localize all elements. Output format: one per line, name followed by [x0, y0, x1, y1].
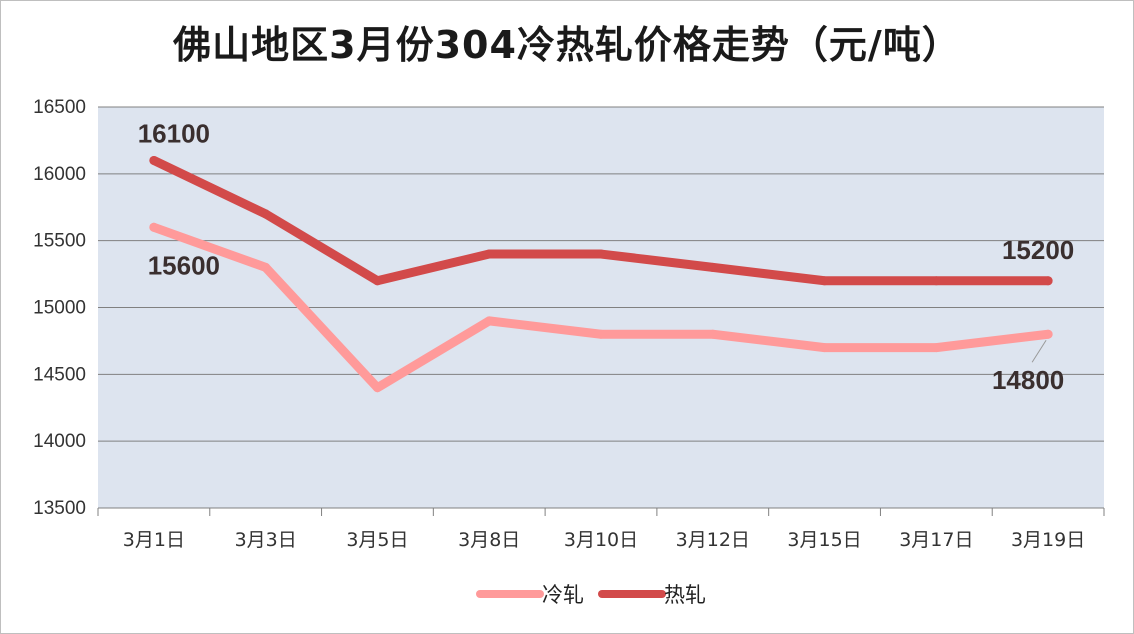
data-point — [484, 316, 494, 326]
data-point — [372, 276, 382, 286]
data-point — [1043, 329, 1053, 339]
data-label: 14800 — [992, 365, 1064, 395]
y-tick-label: 14500 — [33, 364, 86, 385]
data-point — [820, 343, 830, 353]
x-tick-label: 3月8日 — [458, 529, 520, 551]
x-tick-label: 3月5日 — [346, 529, 408, 551]
data-point — [484, 249, 494, 259]
y-tick-label: 15000 — [33, 298, 86, 319]
legend-label: 冷轧 — [542, 583, 584, 607]
legend: 冷轧 热轧 — [476, 583, 706, 607]
x-tick-label: 3月12日 — [676, 529, 750, 551]
x-tick-label: 3月19日 — [1011, 529, 1085, 551]
data-point — [820, 276, 830, 286]
data-point — [931, 343, 941, 353]
data-label: 15600 — [148, 250, 220, 280]
y-tick-label: 15500 — [33, 231, 86, 252]
data-point — [261, 209, 271, 219]
y-tick-label: 16000 — [33, 164, 86, 185]
x-tick-label: 3月10日 — [564, 529, 638, 551]
data-point — [708, 329, 718, 339]
x-tick-label: 3月17日 — [899, 529, 973, 551]
chart-title: 佛山地区3月份304冷热轧价格走势（元/吨） — [173, 23, 961, 67]
series-lines — [149, 155, 1053, 393]
data-point — [1043, 276, 1053, 286]
leader-line — [1031, 339, 1047, 363]
data-labels: 16100 15600 15200 14800 — [138, 118, 1075, 395]
x-tick-label: 3月3日 — [235, 529, 297, 551]
y-axis: 13500 14000 14500 15000 15500 16000 16500 — [33, 97, 86, 519]
data-point — [931, 276, 941, 286]
x-axis: 3月1日 3月3日 3月5日 3月8日 3月10日 3月12日 3月15日 3月17日 3月19… — [97, 507, 1105, 551]
y-tick-label: 16500 — [33, 97, 86, 118]
data-point — [708, 262, 718, 272]
y-tick-label: 14000 — [33, 431, 86, 452]
data-point — [149, 155, 159, 165]
data-point — [596, 329, 606, 339]
data-point — [261, 262, 271, 272]
data-label: 15200 — [1002, 235, 1074, 265]
legend-label: 热轧 — [664, 583, 706, 607]
x-tick-label: 3月1日 — [123, 529, 185, 551]
x-tick-label: 3月15日 — [787, 529, 861, 551]
data-label: 16100 — [138, 118, 210, 148]
data-point — [596, 249, 606, 259]
data-point — [372, 383, 382, 393]
y-tick-label: 13500 — [33, 498, 86, 519]
data-point — [149, 222, 159, 232]
